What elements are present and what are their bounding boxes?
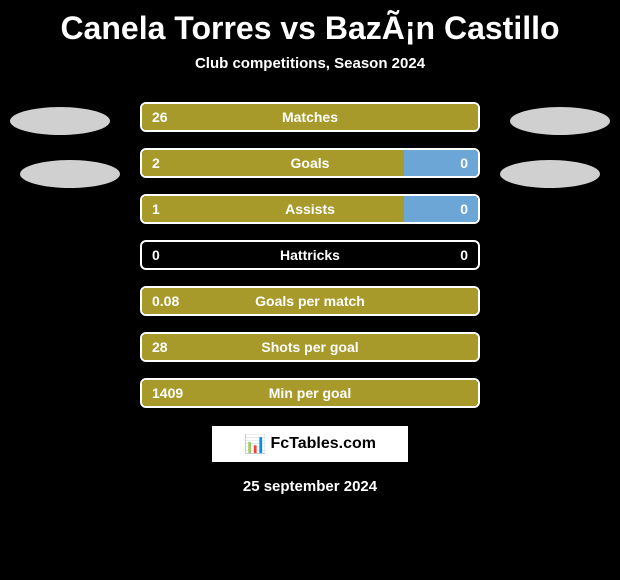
footer-logo: 📊 FcTables.com	[210, 424, 410, 464]
stat-left-value: 0	[152, 247, 160, 263]
player-badge-left-1	[10, 107, 110, 135]
stat-row: 26 Matches	[140, 102, 480, 132]
player-badge-right-1	[510, 107, 610, 135]
stat-row: 0 Hattricks 0	[140, 240, 480, 270]
stat-text-wrap: 0 Hattricks 0	[142, 247, 478, 263]
stat-text-wrap: 28 Shots per goal	[142, 339, 478, 355]
stat-label: Matches	[282, 109, 338, 125]
stat-row: 0.08 Goals per match	[140, 286, 480, 316]
stat-left-value: 2	[152, 155, 160, 171]
stat-right-value: 0	[460, 201, 468, 217]
page-title: Canela Torres vs BazÃ¡n Castillo	[0, 0, 620, 47]
stat-left-value: 28	[152, 339, 168, 355]
stat-right-value: 0	[460, 155, 468, 171]
date-label: 25 september 2024	[0, 478, 620, 495]
stat-left-value: 1	[152, 201, 160, 217]
footer-text: FcTables.com	[270, 435, 376, 453]
stat-label: Hattricks	[280, 247, 340, 263]
stat-text-wrap: 1 Assists 0	[142, 201, 478, 217]
chart-icon: 📊	[244, 434, 266, 455]
stat-text-wrap: 1409 Min per goal	[142, 385, 478, 401]
stat-row: 1 Assists 0	[140, 194, 480, 224]
stat-row: 2 Goals 0	[140, 148, 480, 178]
stat-label: Goals	[291, 155, 330, 171]
player-badge-left-2	[20, 160, 120, 188]
stat-label: Shots per goal	[261, 339, 358, 355]
stats-content: 26 Matches 2 Goals 0 1 Assists 0 0 Hattricks 0 0.08…	[0, 102, 620, 408]
stat-label: Goals per match	[255, 293, 365, 309]
stat-left-value: 26	[152, 109, 168, 125]
stat-label: Assists	[285, 201, 335, 217]
stat-left-value: 1409	[152, 385, 183, 401]
stat-text-wrap: 2 Goals 0	[142, 155, 478, 171]
player-badge-right-2	[500, 160, 600, 188]
stat-right-value: 0	[460, 247, 468, 263]
stat-left-value: 0.08	[152, 293, 179, 309]
stat-row: 1409 Min per goal	[140, 378, 480, 408]
stat-text-wrap: 26 Matches	[142, 109, 478, 125]
stats-bars: 26 Matches 2 Goals 0 1 Assists 0 0 Hattricks 0 0.08…	[140, 102, 480, 408]
stat-row: 28 Shots per goal	[140, 332, 480, 362]
stat-label: Min per goal	[269, 385, 351, 401]
stat-text-wrap: 0.08 Goals per match	[142, 293, 478, 309]
page-subtitle: Club competitions, Season 2024	[0, 55, 620, 72]
